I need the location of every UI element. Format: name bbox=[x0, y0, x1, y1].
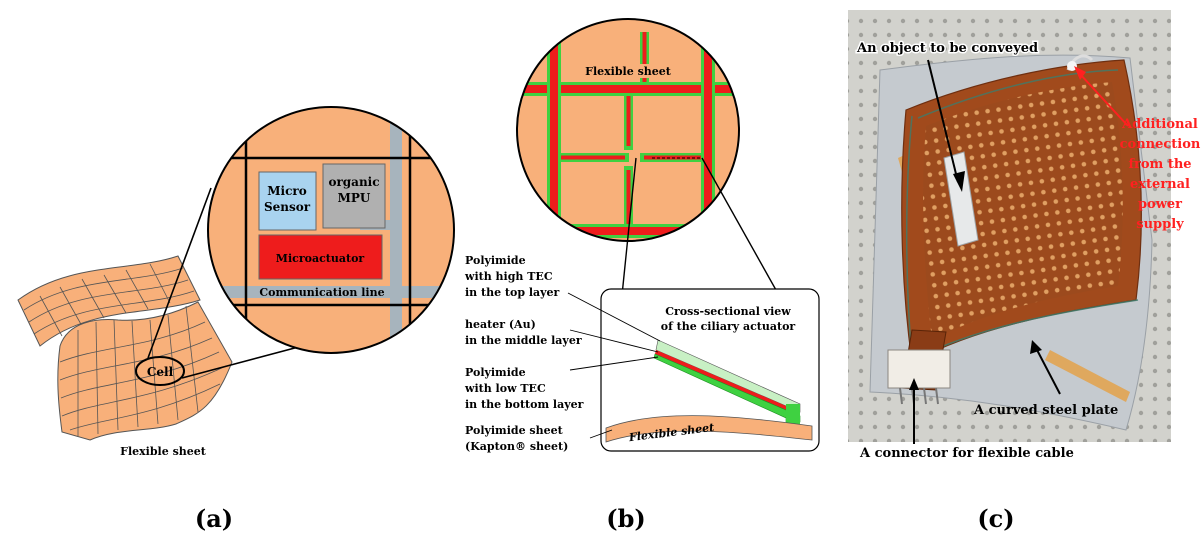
caption-b: (b) bbox=[606, 504, 646, 533]
object-arrow bbox=[927, 59, 959, 183]
object-label: An object to be conveyed bbox=[856, 41, 1038, 56]
photo bbox=[848, 10, 1171, 442]
zoom-line-right bbox=[701, 157, 777, 291]
panel-a: Cell Flexible sheet Micro Sensor organic… bbox=[17, 106, 455, 533]
microactuator-box bbox=[258, 234, 383, 280]
heater-layer bbox=[655, 350, 800, 416]
front-sheet-grid bbox=[59, 305, 227, 436]
leader-lines-b bbox=[567, 292, 661, 439]
flexible-sheet-label-b: Flexible sheet bbox=[585, 65, 672, 78]
label-sheet-1: Polyimide sheet bbox=[465, 424, 564, 437]
additional-line-4: external bbox=[1130, 177, 1190, 192]
panel-b: Flexible sheet Cross-sectional view of t… bbox=[464, 18, 820, 533]
cross-title-line-1: Cross-sectional view bbox=[665, 305, 791, 318]
back-sheet-grid bbox=[23, 263, 195, 337]
additional-line-2: connection bbox=[1120, 137, 1201, 152]
label-low-tec-3: in the bottom layer bbox=[465, 398, 584, 411]
additional-line-6: supply bbox=[1136, 217, 1184, 232]
label-sheet-2: (Kapton® sheet) bbox=[465, 440, 568, 453]
flexible-sheet-front bbox=[57, 301, 233, 441]
mpu-line-2: MPU bbox=[338, 191, 371, 205]
steel-plate-label: A curved steel plate bbox=[973, 403, 1118, 418]
cross-title-line-2: of the ciliary actuator bbox=[661, 320, 796, 333]
panel-c: An object to be conveyed Additional conn… bbox=[848, 10, 1201, 533]
caption-c: (c) bbox=[977, 504, 1014, 533]
additional-arrow bbox=[1079, 73, 1129, 127]
label-heater-2: in the middle layer bbox=[465, 334, 582, 347]
micro-sensor-box bbox=[258, 171, 317, 231]
conveyed-object bbox=[943, 151, 979, 247]
zoom-line-left bbox=[620, 157, 637, 306]
flexible-sheet-label-a: Flexible sheet bbox=[120, 445, 207, 458]
label-low-tec-1: Polyimide bbox=[465, 366, 526, 379]
mpu-box bbox=[322, 163, 386, 229]
label-high-tec-1: Polyimide bbox=[465, 254, 526, 267]
cell-marker bbox=[135, 356, 185, 386]
cell-label: Cell bbox=[147, 365, 174, 379]
microactuator-label: Microactuator bbox=[276, 252, 365, 265]
label-low-tec-2: with low TEC bbox=[464, 382, 546, 395]
additional-line-5: power bbox=[1138, 197, 1182, 212]
connector-block bbox=[887, 349, 951, 389]
connector-label: A connector for flexible cable bbox=[859, 446, 1074, 461]
communication-line-label: Communication line bbox=[259, 286, 384, 299]
caption-a: (a) bbox=[195, 504, 233, 533]
steel-plate-arrow bbox=[1035, 347, 1061, 395]
additional-line-1: Additional bbox=[1121, 117, 1198, 132]
micro-sensor-line-1: Micro bbox=[267, 184, 306, 198]
additional-line-3: from the bbox=[1128, 157, 1191, 172]
label-high-tec-2: with high TEC bbox=[464, 270, 553, 283]
mpu-line-1: organic bbox=[328, 175, 379, 189]
label-high-tec-3: in the top layer bbox=[465, 286, 560, 299]
polyimide-sheet bbox=[605, 415, 813, 443]
label-heater-1: heater (Au) bbox=[465, 318, 536, 331]
zoom-line-top bbox=[147, 187, 212, 359]
micro-sensor-line-2: Sensor bbox=[264, 200, 311, 214]
